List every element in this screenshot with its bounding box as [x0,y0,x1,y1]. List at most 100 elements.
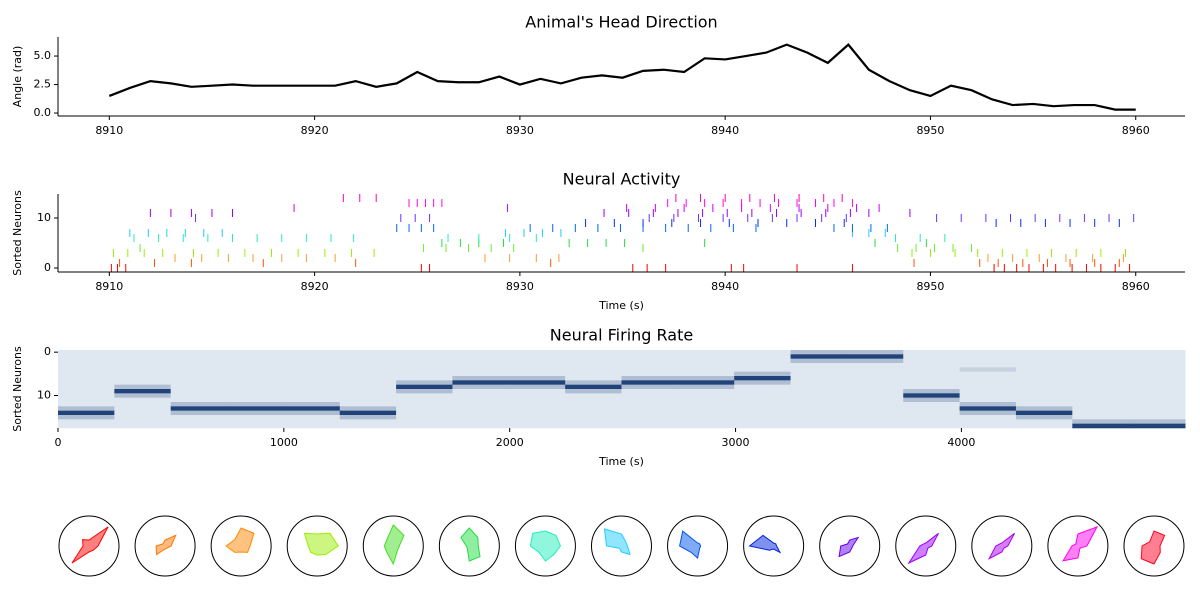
heat-cell [508,367,566,372]
tuning-curve [1140,530,1166,565]
heat-cell [621,406,679,411]
heat-cell [565,419,622,424]
heat-cell [903,423,961,429]
heat-cell [621,415,679,420]
heat-cell [508,354,566,359]
heat-cell [339,384,397,390]
heat-cell [227,402,284,407]
heat-cell [959,363,1017,368]
heat-cell [1015,367,1073,372]
heat-cell [396,419,453,424]
heat-cell [114,363,172,368]
heat-cell [959,415,1017,420]
heat-cell [452,367,510,372]
heat-cell [790,363,848,368]
heat-cell [959,350,1017,355]
heat-cell [227,380,284,385]
polar-frame [286,515,348,577]
heat-cell [1072,354,1130,359]
heat-cell [170,354,228,359]
heat-cell [565,350,622,355]
heat-cell [846,380,904,385]
polar-frame [362,515,424,577]
heat-cell [1072,423,1130,429]
heat-cell [790,397,848,403]
heat-cell [846,350,904,355]
heat-cell [734,371,792,377]
heat-cell [846,371,904,377]
heat-cell [452,419,510,424]
heat-cell [114,423,172,429]
heat-cell [959,354,1017,359]
heat-cell [903,367,961,372]
heat-cell [396,389,453,394]
heat-cell [565,393,622,398]
heat-cell [227,363,284,368]
heat-cell [846,384,904,390]
heat-cell [283,419,341,424]
heat-cell [790,393,848,398]
heat-cell [1072,406,1130,411]
heat-cell [339,423,397,429]
heat-cell [790,423,848,429]
heat-cell [396,358,453,364]
heat-cell [1015,402,1073,407]
heat-cell [790,419,848,424]
heat-cell [114,354,172,359]
heat-cell [508,363,566,368]
heat-cell [621,380,679,385]
heat-cell [227,350,284,355]
heat-cell [1015,397,1073,403]
heat-cell [339,367,397,372]
heat-cell [790,415,848,420]
heat-cell [452,358,510,364]
heat-cell [790,376,848,381]
heat-cell [114,380,172,385]
heat-cell [452,402,510,407]
heat-cell [227,354,284,359]
y-tick-label: 5.0 [34,49,52,62]
heat-cell [396,410,453,416]
heat-cell [508,384,566,390]
heat-cell [170,376,228,381]
heat-cell [621,371,679,377]
y-tick-label: 0.0 [34,106,52,119]
heat-cell [1015,363,1073,368]
x-tick-label: 8920 [301,280,329,293]
heat-cell [1015,423,1073,429]
heat-cell [1128,367,1186,372]
heat-cell [565,423,622,429]
heat-cell [734,389,792,394]
heat-cell [227,410,284,416]
heat-cell [790,358,848,364]
heat-cell [677,410,735,416]
heat-cell [846,397,904,403]
heat-cell [170,363,228,368]
x-tick-label: 3000 [722,436,750,449]
heat-cell [959,423,1017,429]
chart-title: Animal's Head Direction [525,13,717,32]
heat-cell [114,393,172,398]
y-axis-label: Sorted Neurons [11,190,24,276]
heat-cell [734,367,792,372]
heat-cell [734,410,792,416]
heat-cell [283,423,341,429]
heat-cell [339,380,397,385]
x-tick-label: 8910 [95,280,123,293]
x-tick-label: 2000 [496,436,524,449]
heat-cell [903,410,961,416]
heat-cell [903,358,961,364]
tuning-curve [383,524,405,566]
tuning-curve [679,530,702,559]
heat-cell [903,363,961,368]
heat-cell [959,397,1017,403]
heat-cell [790,406,848,411]
heat-cell [846,376,904,381]
heat-cell [452,406,510,411]
heat-cell [621,402,679,407]
heat-cell [396,384,453,390]
heat-cell [903,389,961,394]
heat-cell [790,410,848,416]
heat-cell [959,358,1017,364]
